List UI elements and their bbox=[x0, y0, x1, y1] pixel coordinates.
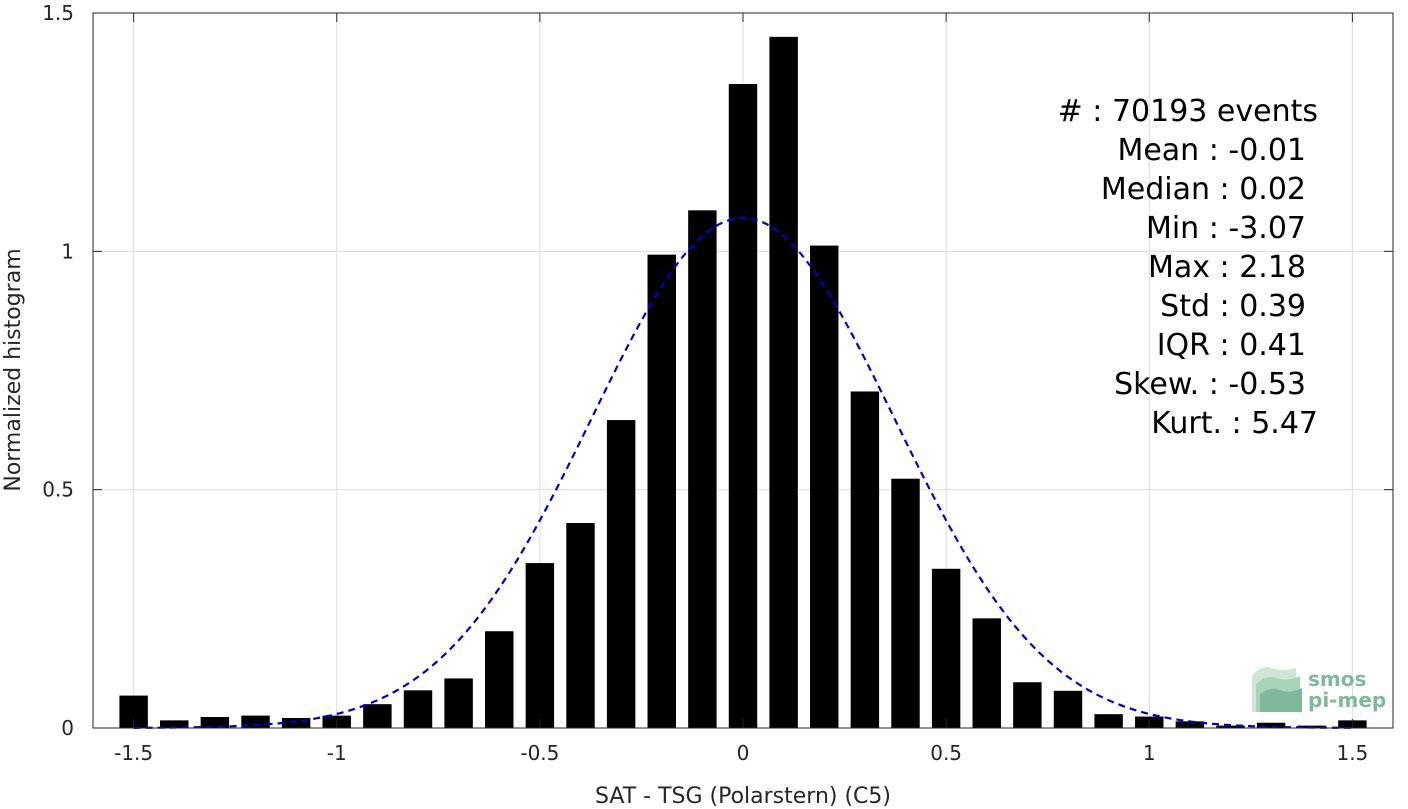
y-tick-label: 1 bbox=[61, 239, 74, 263]
histogram-bar bbox=[647, 254, 676, 729]
stat-line: # : 70193 events bbox=[1058, 94, 1318, 129]
stat-line: Max : 2.18 bbox=[1148, 250, 1306, 285]
histogram-bar bbox=[1094, 714, 1123, 728]
histogram-bar bbox=[606, 420, 636, 728]
stat-line: Skew. : -0.53 bbox=[1114, 367, 1306, 402]
histogram-bar bbox=[485, 631, 514, 728]
x-tick-label: -0.5 bbox=[520, 741, 559, 765]
histogram-bar bbox=[1013, 682, 1042, 728]
x-tick-label: -1.5 bbox=[114, 741, 153, 765]
histogram-bar bbox=[769, 36, 798, 729]
x-tick-labels: -1.5 -1 -0.5 0 0.5 1 1.5 bbox=[114, 741, 1368, 765]
histogram-bar bbox=[1256, 722, 1286, 728]
histogram-bar bbox=[972, 618, 1001, 728]
histogram-bar bbox=[403, 690, 433, 728]
x-axis-label: SAT - TSG (Polarstern) (C5) bbox=[595, 784, 891, 809]
stat-line: Kurt. : 5.47 bbox=[1151, 406, 1318, 441]
stat-line: IQR : 0.41 bbox=[1157, 328, 1306, 363]
histogram-bar bbox=[1053, 690, 1083, 728]
ticks bbox=[93, 12, 1393, 729]
histogram-bar bbox=[891, 478, 920, 728]
histogram-bar bbox=[363, 704, 392, 728]
statistics-annotation: # : 70193 events Mean : -0.01 Median : 0.0… bbox=[1058, 94, 1318, 441]
wave-icon bbox=[1252, 667, 1302, 712]
histogram-bar bbox=[1216, 725, 1245, 728]
y-axis-label: Normalized histogram bbox=[1, 248, 26, 491]
stat-line: Min : -3.07 bbox=[1146, 211, 1306, 246]
histogram-bar bbox=[566, 523, 595, 728]
histogram-bar bbox=[688, 210, 717, 729]
histogram-bar bbox=[281, 717, 311, 728]
x-tick-label: 0.5 bbox=[930, 741, 962, 765]
histogram-bar bbox=[525, 563, 555, 728]
histogram-bar bbox=[931, 568, 961, 728]
stat-line: Std : 0.39 bbox=[1160, 289, 1306, 324]
y-tick-label: 0 bbox=[61, 716, 74, 740]
gaussian-fit-curve bbox=[133, 216, 1353, 729]
stat-line: Median : 0.02 bbox=[1101, 172, 1306, 207]
x-tick-label: 0 bbox=[737, 741, 750, 765]
histogram-bar bbox=[200, 717, 230, 728]
histogram-bar bbox=[444, 678, 473, 728]
y-tick-labels: 0 0.5 1 1.5 bbox=[42, 1, 74, 740]
histogram-bar bbox=[1175, 721, 1205, 728]
x-tick-label: -1 bbox=[327, 741, 347, 765]
y-tick-label: 1.5 bbox=[42, 1, 74, 25]
y-tick-label: 0.5 bbox=[42, 478, 74, 502]
histogram-bar bbox=[850, 391, 880, 728]
logo-line2: pi-mep bbox=[1308, 688, 1386, 712]
histogram-bar bbox=[810, 245, 839, 728]
histogram-bar bbox=[728, 84, 758, 729]
stat-line: Mean : -0.01 bbox=[1117, 133, 1306, 168]
logo-line1: smos bbox=[1308, 667, 1366, 691]
x-tick-label: 1.5 bbox=[1336, 741, 1368, 765]
smos-pi-mep-logo: smos pi-mep bbox=[1252, 667, 1386, 712]
x-tick-label: 1 bbox=[1143, 741, 1156, 765]
histogram-bar bbox=[160, 720, 189, 728]
